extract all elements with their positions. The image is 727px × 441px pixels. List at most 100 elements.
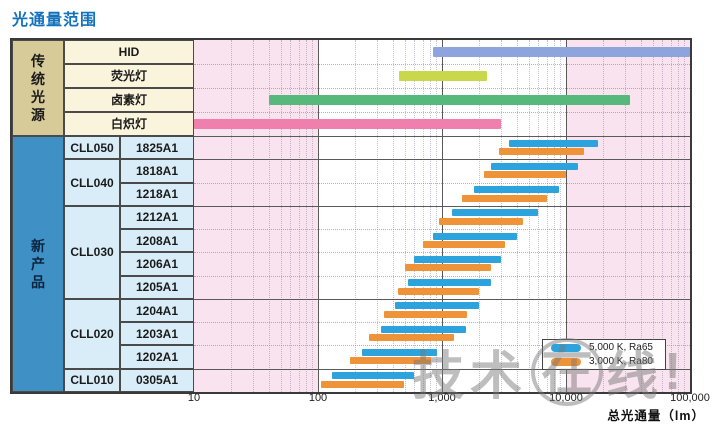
row-separator xyxy=(194,229,690,231)
bar-1206A1-ra80 xyxy=(404,264,492,272)
bar-1218A1-ra80 xyxy=(462,194,547,202)
x-tick-100: 100 xyxy=(308,392,328,404)
bar-1818A1-ra80 xyxy=(484,171,566,179)
minor-gridline xyxy=(312,40,314,392)
chart-panel: 传 统 光 源 HID 荧光灯 卤素灯 白炽灯新 产 品 CLL050 1825A1 CLL0… xyxy=(10,38,692,394)
bar-1203A1-ra65 xyxy=(380,325,466,333)
legend-item-3000k: 3,000 K, Ra80 xyxy=(551,356,657,367)
minor-gridline xyxy=(298,40,300,392)
minor-gridline xyxy=(392,40,394,392)
group-cell-CLL040: CLL040 xyxy=(64,159,120,206)
bar-1825A1-ra65 xyxy=(509,139,598,147)
label-cell-卤素灯: 卤素灯 xyxy=(64,88,194,112)
bar-1212A1-ra65 xyxy=(451,209,539,217)
group-separator xyxy=(194,205,690,207)
page-title: 光通量范围 xyxy=(12,12,98,29)
minor-gridline xyxy=(560,40,562,392)
minor-gridline xyxy=(355,40,357,392)
model-cell-1212A1: 1212A1 xyxy=(120,205,194,230)
minor-gridline xyxy=(684,40,686,392)
model-cell-1825A1: 1825A1 xyxy=(120,136,194,160)
minor-gridline xyxy=(553,40,555,392)
group-separator xyxy=(194,159,690,161)
major-gridline xyxy=(566,40,567,392)
minor-gridline xyxy=(677,40,679,392)
bar-1202A1-ra80 xyxy=(349,357,432,365)
legend-swatch-3000k xyxy=(551,357,581,366)
section-separator xyxy=(194,136,690,137)
minor-gridline xyxy=(290,40,292,392)
x-tick-10,000: 10,000 xyxy=(549,392,583,404)
bar-1208A1-ra65 xyxy=(433,232,517,240)
group-cell-CLL010: CLL010 xyxy=(64,368,120,392)
minor-gridline xyxy=(546,40,548,392)
bar-1208A1-ra80 xyxy=(422,241,505,249)
model-cell-1202A1: 1202A1 xyxy=(120,345,194,369)
row-separator xyxy=(194,88,690,89)
bar-荧光灯 xyxy=(398,71,487,81)
x-axis-title: 总光通量（lm） xyxy=(607,409,705,423)
minor-gridline xyxy=(603,40,605,392)
row-separator xyxy=(194,182,690,184)
bar-1218A1-ra65 xyxy=(473,186,560,194)
row-separator xyxy=(194,252,690,254)
legend-swatch-5000k xyxy=(551,343,581,352)
label-cell-白炽灯: 白炽灯 xyxy=(64,112,194,136)
minor-gridline xyxy=(670,40,672,392)
minor-gridline xyxy=(429,40,431,392)
minor-gridline xyxy=(253,40,255,392)
bar-1205A1-ra80 xyxy=(397,287,480,295)
minor-gridline xyxy=(422,40,424,392)
row-separator xyxy=(194,345,690,347)
model-cell-1208A1: 1208A1 xyxy=(120,229,194,253)
minor-gridline xyxy=(436,40,438,392)
bar-1212A1-ra80 xyxy=(439,217,523,225)
row-separator xyxy=(194,322,690,324)
x-tick-10: 10 xyxy=(187,392,201,404)
minor-gridline xyxy=(625,40,627,392)
group-cell-CLL030: CLL030 xyxy=(64,205,120,299)
group-cell-CLL020: CLL020 xyxy=(64,298,120,369)
x-tick-1,000: 1,000 xyxy=(428,392,456,404)
group-separator xyxy=(194,368,690,370)
label-cell-荧光灯: 荧光灯 xyxy=(64,64,194,88)
model-cell-1218A1: 1218A1 xyxy=(120,182,194,206)
model-cell-1818A1: 1818A1 xyxy=(120,159,194,183)
minor-gridline xyxy=(662,40,664,392)
bar-1203A1-ra80 xyxy=(369,334,454,342)
minor-gridline xyxy=(305,40,307,392)
minor-gridline xyxy=(404,40,406,392)
bar-HID xyxy=(433,47,690,57)
row-separator xyxy=(194,275,690,277)
bar-0305A1-ra65 xyxy=(332,372,415,380)
label-cell-HID: HID xyxy=(64,40,194,64)
bar-1818A1-ra65 xyxy=(491,162,579,170)
minor-gridline xyxy=(377,40,379,392)
row-separator xyxy=(194,112,690,113)
group-cell-CLL050: CLL050 xyxy=(64,136,120,160)
group-separator xyxy=(194,298,690,300)
minor-gridline xyxy=(640,40,642,392)
minor-gridline xyxy=(414,40,416,392)
row-separator xyxy=(194,64,690,65)
bar-1825A1-ra80 xyxy=(499,148,585,155)
plot-area xyxy=(194,40,690,392)
legend-label-5000k: 5,000 K, Ra65 xyxy=(589,342,653,353)
major-gridline xyxy=(318,40,319,392)
bar-1204A1-ra65 xyxy=(395,302,480,310)
model-cell-1205A1: 1205A1 xyxy=(120,275,194,299)
minor-gridline xyxy=(652,40,654,392)
section-header-traditional: 传 统 光 源 xyxy=(12,40,64,136)
legend: 5,000 K, Ra65 3,000 K, Ra80 xyxy=(542,339,666,370)
bar-1202A1-ra65 xyxy=(361,348,438,356)
minor-gridline xyxy=(268,40,270,392)
bar-1205A1-ra65 xyxy=(407,279,492,287)
section-header-new-products: 新 产 品 xyxy=(12,136,64,392)
model-cell-1204A1: 1204A1 xyxy=(120,298,194,323)
bar-卤素灯 xyxy=(268,95,631,105)
model-cell-1206A1: 1206A1 xyxy=(120,252,194,276)
legend-label-3000k: 3,000 K, Ra80 xyxy=(589,356,653,367)
minor-gridline xyxy=(280,40,282,392)
model-cell-0305A1: 0305A1 xyxy=(120,368,194,392)
